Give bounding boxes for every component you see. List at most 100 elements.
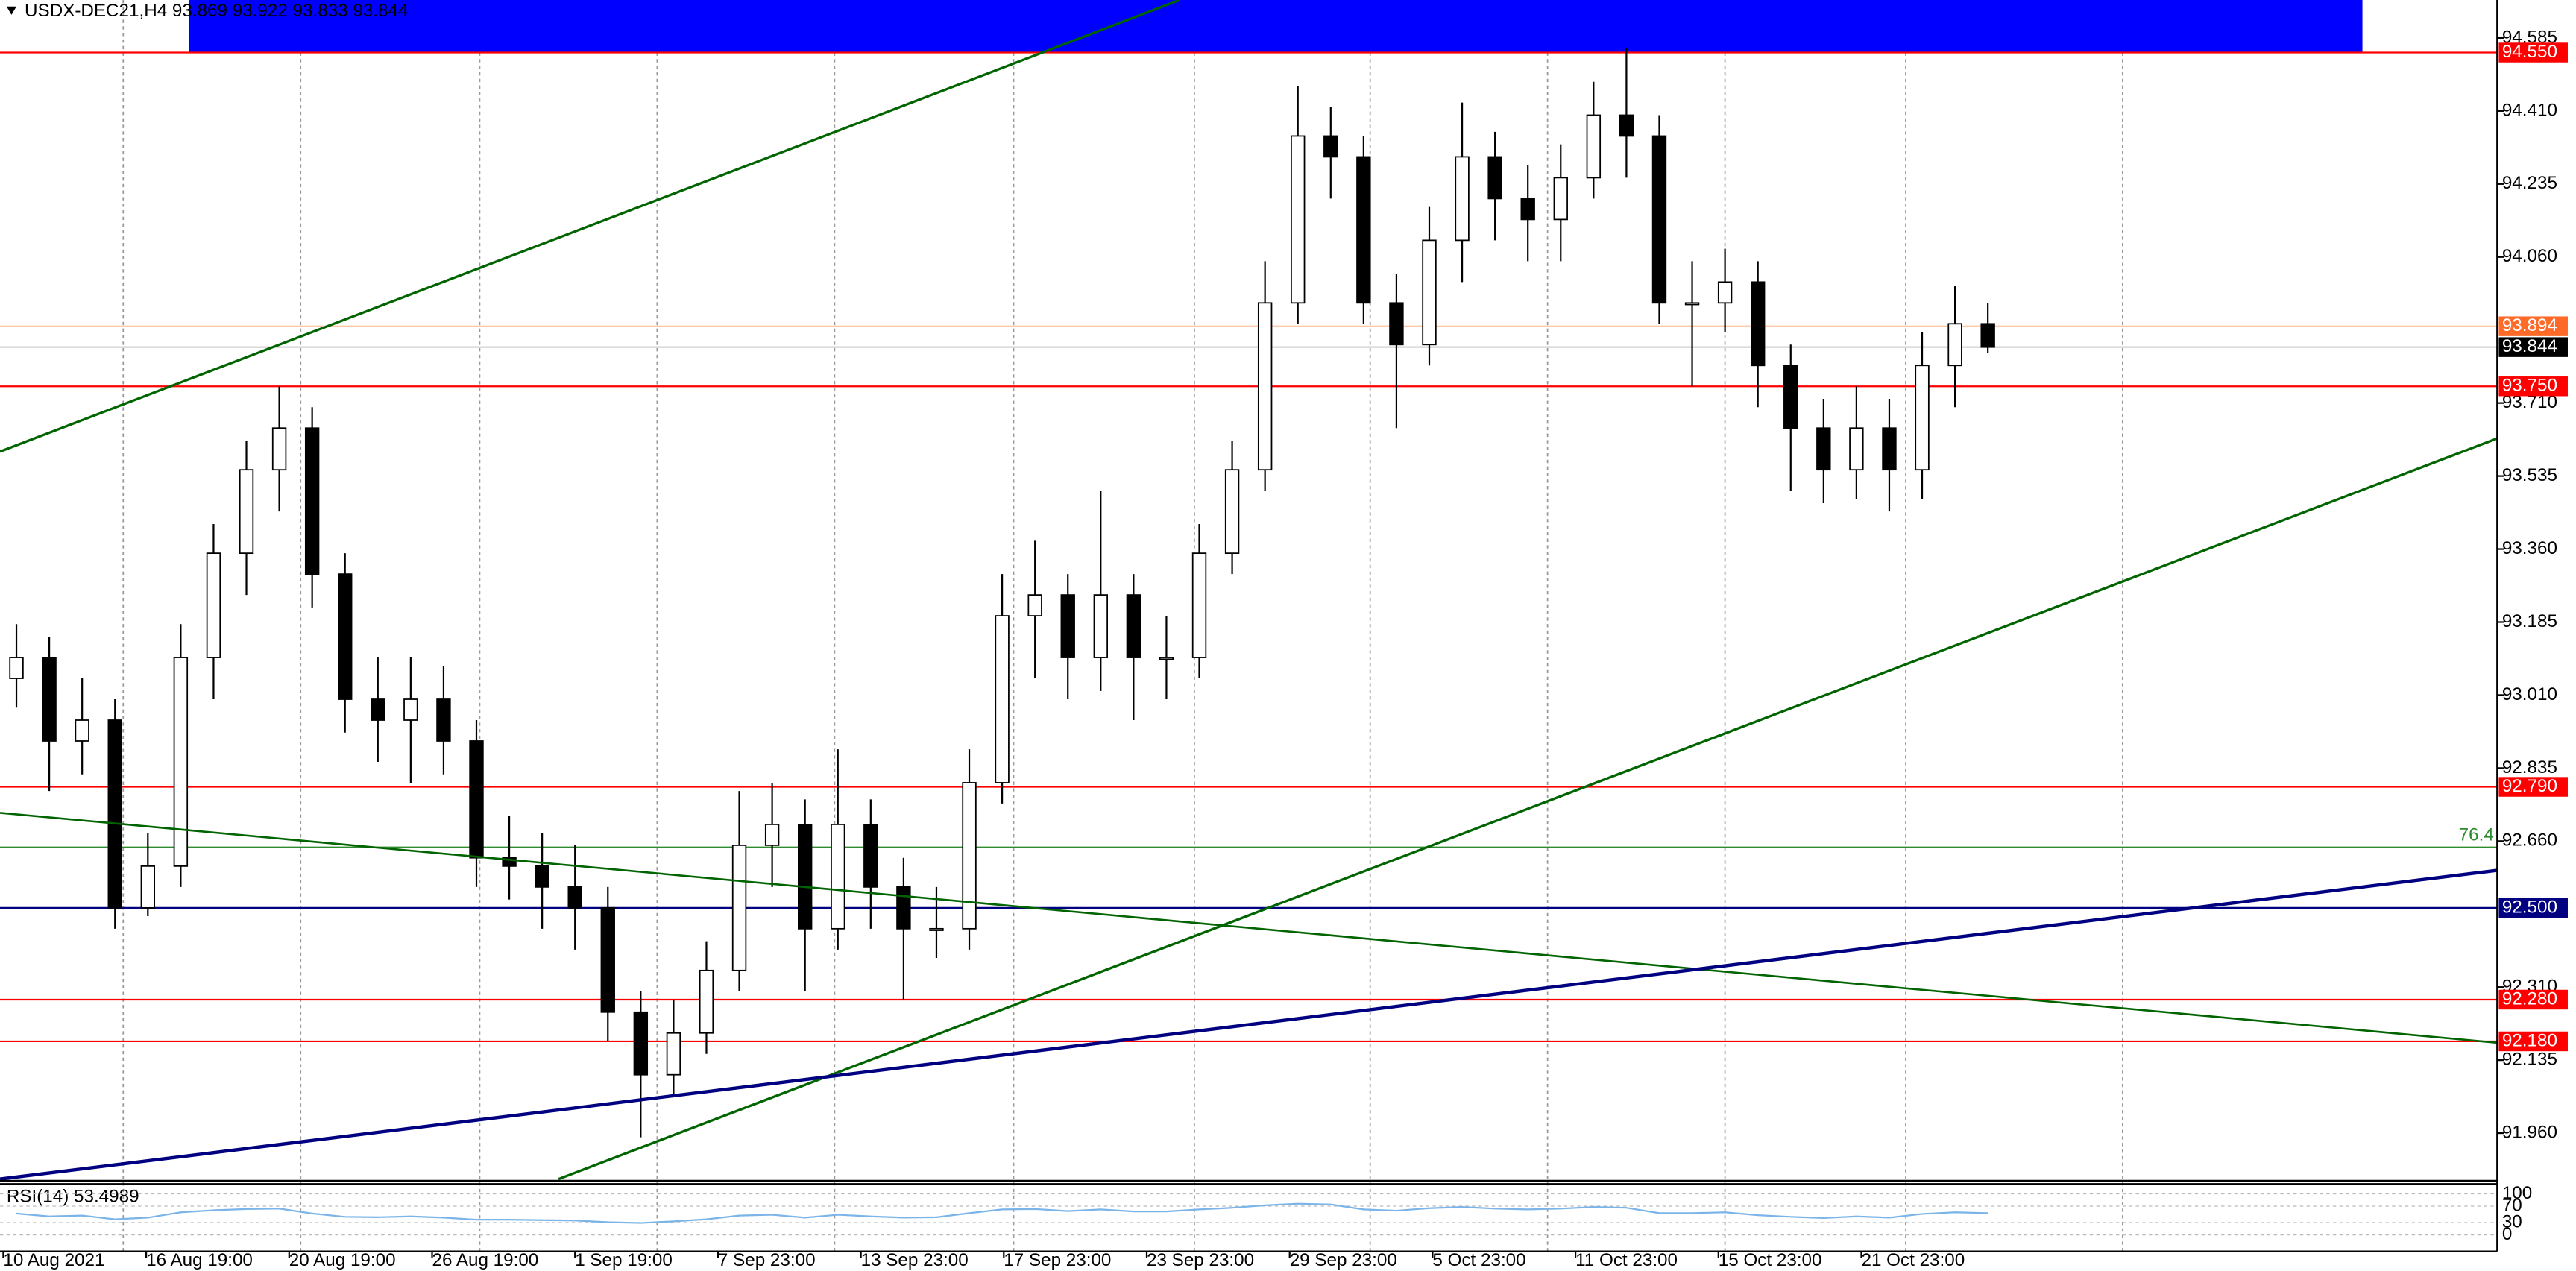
y-tick-label: 92.135 bbox=[2502, 1050, 2557, 1070]
candle-body bbox=[1684, 302, 1700, 306]
candle-body bbox=[1291, 135, 1306, 304]
candle-body bbox=[1126, 594, 1141, 658]
candle-body bbox=[1783, 365, 1798, 429]
y-tick-label: 93.010 bbox=[2502, 684, 2557, 704]
candle-body bbox=[140, 865, 156, 909]
candle-body bbox=[633, 1011, 649, 1076]
rsi-tick-label: 70 bbox=[2502, 1195, 2522, 1215]
candle-body bbox=[502, 857, 517, 867]
candle-body bbox=[403, 698, 418, 721]
candle-body bbox=[896, 886, 911, 930]
candle-body bbox=[1717, 281, 1733, 304]
fib-label: 76.4 bbox=[2459, 825, 2494, 845]
price-label-box bbox=[2498, 898, 2568, 918]
candle-body bbox=[1816, 427, 1831, 471]
price-label: 93.750 bbox=[2502, 376, 2557, 396]
price-label: 92.280 bbox=[2502, 988, 2557, 1009]
x-tick-label: 15 Oct 23:00 bbox=[1719, 1250, 1822, 1270]
price-label-box bbox=[2498, 376, 2568, 397]
candle-body bbox=[1882, 427, 1897, 471]
price-label: 93.844 bbox=[2502, 336, 2557, 356]
candle-body bbox=[1422, 239, 1437, 346]
candle-body bbox=[42, 657, 57, 742]
candle-body bbox=[371, 698, 385, 721]
candle-body bbox=[469, 740, 484, 859]
x-tick-label: 26 Aug 19:00 bbox=[432, 1250, 539, 1270]
candle-body bbox=[1553, 177, 1568, 221]
candle-body bbox=[1027, 594, 1042, 616]
candle-body bbox=[1224, 469, 1240, 555]
candle-body bbox=[1915, 365, 1930, 471]
price-label-box bbox=[2498, 1031, 2568, 1052]
x-tick-label: 11 Oct 23:00 bbox=[1575, 1250, 1678, 1270]
candle-body bbox=[1389, 302, 1404, 346]
menu-arrow[interactable] bbox=[6, 6, 17, 15]
candle-body bbox=[75, 719, 89, 742]
y-tick-label: 92.660 bbox=[2502, 830, 2557, 851]
candle-body bbox=[863, 824, 878, 888]
candle-body bbox=[206, 552, 221, 658]
candle-body bbox=[436, 698, 451, 742]
candle-body bbox=[995, 615, 1010, 783]
candle-body bbox=[764, 824, 780, 846]
candle-body bbox=[1947, 323, 1962, 367]
candle-body bbox=[107, 719, 122, 909]
y-tick-label: 93.360 bbox=[2502, 538, 2557, 558]
x-tick-label: 17 Sep 23:00 bbox=[1004, 1250, 1111, 1270]
x-tick-label: 20 Aug 19:00 bbox=[289, 1250, 396, 1270]
price-label: 92.790 bbox=[2502, 776, 2557, 796]
candle-body bbox=[1093, 594, 1109, 658]
candle-body bbox=[929, 927, 944, 931]
rsi-title: RSI(14) 53.4989 bbox=[7, 1186, 139, 1206]
y-tick-label: 91.960 bbox=[2502, 1122, 2557, 1142]
price-label: 93.894 bbox=[2502, 315, 2557, 335]
candle-body bbox=[962, 782, 977, 930]
candle-body bbox=[1849, 427, 1864, 471]
candle-body bbox=[731, 845, 747, 971]
candle-body bbox=[1191, 552, 1207, 658]
rsi-line bbox=[16, 1202, 1988, 1224]
candle-body bbox=[239, 469, 254, 555]
candle-body bbox=[1520, 198, 1535, 221]
x-tick-label: 10 Aug 2021 bbox=[3, 1250, 104, 1270]
rsi-tick-label: 100 bbox=[2502, 1183, 2532, 1203]
rsi-tick-label: 0 bbox=[2502, 1224, 2512, 1244]
x-tick-label: 23 Sep 23:00 bbox=[1147, 1250, 1254, 1270]
candle-body bbox=[1323, 135, 1338, 158]
candle-body bbox=[9, 657, 24, 679]
candle-body bbox=[1750, 281, 1766, 367]
candle-body bbox=[1980, 323, 1995, 348]
candle-body bbox=[535, 865, 549, 888]
candle-body bbox=[1455, 156, 1470, 242]
candle-body bbox=[699, 969, 714, 1034]
y-tick-label: 93.185 bbox=[2502, 611, 2557, 631]
candle-body bbox=[567, 886, 582, 909]
y-tick-label: 92.835 bbox=[2502, 757, 2557, 778]
price-label: 94.550 bbox=[2502, 42, 2557, 62]
candle-body bbox=[304, 427, 320, 575]
price-label-box bbox=[2498, 337, 2568, 357]
x-tick-label: 16 Aug 19:00 bbox=[146, 1250, 253, 1270]
candle-body bbox=[1060, 594, 1075, 658]
y-tick-label: 94.235 bbox=[2502, 173, 2557, 193]
x-tick-label: 29 Sep 23:00 bbox=[1290, 1250, 1397, 1270]
x-tick-label: 13 Sep 23:00 bbox=[861, 1250, 969, 1270]
candle-body bbox=[1619, 114, 1634, 137]
price-label-box bbox=[2498, 777, 2568, 797]
candle-body bbox=[1257, 302, 1273, 471]
x-tick-label: 1 Sep 19:00 bbox=[575, 1250, 673, 1270]
price-label-box bbox=[2498, 316, 2568, 336]
candle-body bbox=[1356, 156, 1371, 304]
trend-lines bbox=[0, 0, 2498, 1181]
candle-body bbox=[666, 1032, 681, 1076]
y-tick-label: 94.410 bbox=[2502, 100, 2557, 120]
price-label-box bbox=[2498, 989, 2568, 1010]
candle-body bbox=[1159, 657, 1174, 660]
y-tick-label: 94.060 bbox=[2502, 246, 2557, 266]
rsi-tick-label: 30 bbox=[2502, 1211, 2522, 1231]
candle-body bbox=[173, 657, 189, 867]
candle-body bbox=[338, 573, 353, 700]
